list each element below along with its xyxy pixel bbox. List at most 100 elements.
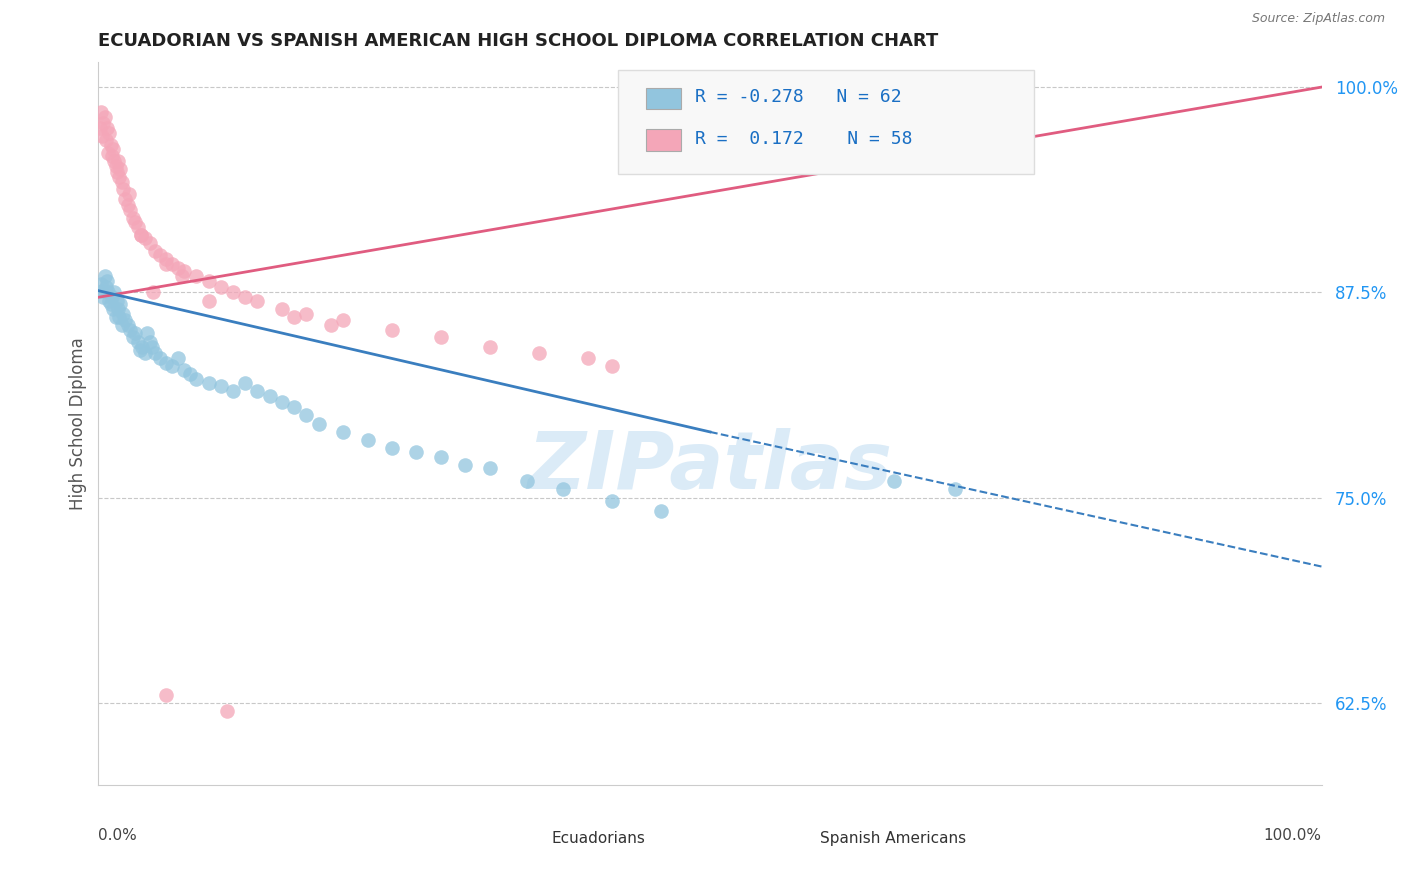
Point	[90, 104, 112, 119]
Point	[124, 215, 146, 229]
Point	[127, 334, 149, 349]
Point	[101, 149, 124, 163]
Point	[883, 474, 905, 488]
FancyBboxPatch shape	[515, 830, 541, 847]
Point	[179, 368, 201, 382]
Point	[155, 688, 177, 702]
Point	[155, 257, 177, 271]
Point	[93, 268, 115, 283]
Text: 0.0%: 0.0%	[98, 829, 138, 843]
Point	[94, 133, 117, 147]
Point	[118, 186, 141, 201]
Point	[117, 318, 139, 333]
Point	[405, 444, 427, 458]
Point	[515, 474, 537, 488]
Point	[319, 318, 342, 333]
Point	[90, 277, 112, 292]
Point	[167, 351, 190, 365]
Text: ECUADORIAN VS SPANISH AMERICAN HIGH SCHOOL DIPLOMA CORRELATION CHART: ECUADORIAN VS SPANISH AMERICAN HIGH SCHO…	[98, 32, 939, 50]
Text: Ecuadorians: Ecuadorians	[551, 831, 645, 846]
Point	[127, 219, 149, 234]
Text: 100.0%: 100.0%	[1264, 829, 1322, 843]
Point	[98, 126, 121, 140]
Point	[270, 395, 294, 409]
Point	[136, 326, 159, 341]
FancyBboxPatch shape	[647, 129, 681, 151]
Point	[108, 310, 131, 324]
Point	[943, 483, 966, 497]
Point	[121, 329, 143, 343]
Point	[91, 116, 114, 130]
Point	[186, 268, 208, 283]
Point	[124, 326, 146, 341]
Text: R = -0.278   N = 62: R = -0.278 N = 62	[696, 88, 903, 106]
Point	[91, 129, 114, 144]
Point	[111, 318, 134, 333]
Point	[139, 235, 162, 250]
Point	[120, 203, 142, 218]
Point	[332, 425, 354, 439]
Point	[576, 351, 599, 365]
Point	[134, 231, 156, 245]
Text: ZIPatlas: ZIPatlas	[527, 428, 893, 506]
Text: Source: ZipAtlas.com: Source: ZipAtlas.com	[1251, 12, 1385, 25]
Point	[149, 351, 172, 365]
Point	[222, 285, 245, 300]
Point	[101, 290, 124, 304]
Point	[110, 297, 132, 311]
Point	[104, 310, 127, 324]
Point	[143, 346, 166, 360]
Point	[101, 143, 124, 157]
Point	[155, 252, 177, 267]
Point	[600, 494, 623, 508]
Point	[111, 307, 134, 321]
Point	[246, 384, 269, 398]
Point	[107, 301, 129, 316]
Point	[129, 227, 152, 242]
Point	[107, 153, 129, 168]
Point	[170, 268, 193, 283]
Point	[129, 343, 152, 357]
Point	[295, 307, 318, 321]
Point	[478, 339, 501, 353]
Point	[283, 310, 305, 324]
Point	[197, 274, 219, 288]
Point	[650, 504, 672, 518]
Point	[197, 376, 219, 390]
Point	[430, 450, 453, 464]
Point	[173, 264, 195, 278]
Point	[97, 285, 120, 300]
Point	[553, 483, 575, 497]
Point	[141, 339, 163, 353]
Point	[149, 247, 172, 261]
Point	[430, 329, 453, 343]
Point	[105, 293, 128, 308]
Point	[98, 293, 121, 308]
Point	[103, 153, 125, 168]
Point	[108, 170, 131, 185]
Point	[100, 137, 122, 152]
FancyBboxPatch shape	[783, 830, 810, 847]
Point	[527, 346, 550, 360]
Point	[143, 244, 166, 259]
Point	[160, 359, 183, 374]
Point	[100, 297, 122, 311]
Point	[94, 280, 117, 294]
FancyBboxPatch shape	[619, 70, 1035, 175]
Point	[96, 274, 118, 288]
Point	[215, 704, 238, 718]
Point	[104, 159, 127, 173]
Point	[600, 359, 623, 374]
Point	[270, 301, 294, 316]
Text: R =  0.172    N = 58: R = 0.172 N = 58	[696, 130, 912, 148]
Point	[246, 293, 269, 308]
Point	[381, 442, 404, 456]
Point	[155, 356, 177, 370]
Point	[91, 290, 114, 304]
Point	[167, 260, 190, 275]
Point	[356, 433, 378, 447]
Point	[121, 211, 143, 226]
Point	[103, 285, 125, 300]
Point	[454, 458, 477, 472]
Point	[197, 293, 219, 308]
